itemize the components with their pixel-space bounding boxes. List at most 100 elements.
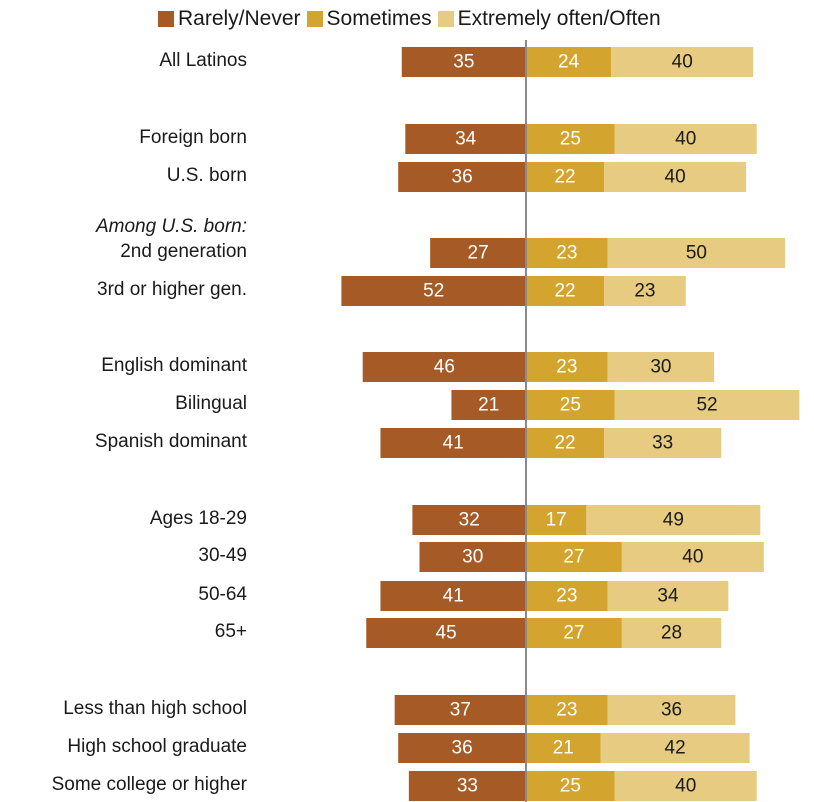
category-label-all-latinos: All Latinos [159, 50, 247, 71]
bar-sometimes-bilingual [526, 390, 615, 420]
bar-sometimes-less-than-high-school [526, 695, 608, 725]
bar-rarely-never-high-school-graduate [398, 733, 526, 763]
category-label-u-s-born: U.S. born [166, 165, 247, 186]
value-label-often-50-64: 34 [657, 586, 679, 607]
bar-rarely-never-all-latinos [401, 47, 526, 77]
category-label-2nd-generation: 2nd generation [120, 241, 247, 262]
category-label-65: 65+ [214, 621, 247, 642]
legend-item-sometimes: Sometimes [306, 7, 432, 31]
value-label-often-spanish-dominant: 33 [652, 433, 673, 454]
value-label-sometimes-high-school-graduate: 21 [553, 738, 574, 759]
bar-often-bilingual [614, 390, 800, 420]
value-label-often-30-49: 40 [682, 547, 703, 568]
value-label-rarely-never-all-latinos: 35 [453, 52, 474, 73]
bar-often-3rd-or-higher-gen [604, 276, 686, 306]
value-label-often-65: 28 [661, 623, 682, 644]
bar-sometimes-english-dominant [526, 352, 608, 382]
value-label-sometimes-2nd-generation: 23 [556, 243, 577, 264]
category-label-some-college-or-higher: Some college or higher [51, 774, 247, 795]
value-label-sometimes-bilingual: 25 [560, 395, 581, 416]
bar-rarely-never-65 [366, 618, 526, 648]
value-label-often-foreign-born: 40 [675, 129, 696, 150]
category-label-english-dominant: English dominant [101, 355, 247, 376]
bar-rarely-never-some-college-or-higher [408, 771, 526, 801]
value-label-often-bilingual: 52 [696, 395, 717, 416]
bar-sometimes-some-college-or-higher [526, 771, 615, 801]
category-label-spanish-dominant: Spanish dominant [94, 431, 247, 452]
value-label-rarely-never-less-than-high-school: 37 [450, 700, 471, 721]
bar-sometimes-foreign-born [526, 124, 615, 154]
bar-often-30-49 [621, 542, 764, 572]
bar-often-some-college-or-higher [614, 771, 757, 801]
category-label-bilingual: Bilingual [175, 393, 247, 414]
subheading-among-us-born: Among U.S. born: [95, 216, 247, 237]
value-label-sometimes-all-latinos: 24 [558, 52, 580, 73]
bar-sometimes-2nd-generation [526, 238, 608, 268]
bar-rarely-never-english-dominant [362, 352, 526, 382]
bar-rarely-never-3rd-or-higher-gen [341, 276, 526, 306]
bar-sometimes-ages-18-29 [526, 505, 587, 535]
bar-sometimes-30-49 [526, 542, 622, 572]
value-label-often-2nd-generation: 50 [686, 243, 707, 264]
value-label-rarely-never-50-64: 41 [443, 586, 464, 607]
value-label-rarely-never-2nd-generation: 27 [468, 243, 489, 264]
value-label-rarely-never-ages-18-29: 32 [459, 510, 480, 531]
bar-rarely-never-spanish-dominant [380, 428, 526, 458]
bar-often-50-64 [607, 581, 729, 611]
value-label-sometimes-30-49: 27 [563, 547, 584, 568]
value-label-rarely-never-3rd-or-higher-gen: 52 [423, 281, 444, 302]
value-label-often-english-dominant: 30 [650, 357, 671, 378]
bar-sometimes-65 [526, 618, 622, 648]
value-label-sometimes-foreign-born: 25 [560, 129, 581, 150]
value-label-sometimes-ages-18-29: 17 [546, 510, 567, 531]
value-label-sometimes-less-than-high-school: 23 [556, 700, 577, 721]
bar-often-foreign-born [614, 124, 757, 154]
value-label-sometimes-u-s-born: 22 [554, 167, 575, 188]
category-label-3rd-or-higher-gen: 3rd or higher gen. [97, 279, 247, 300]
legend-label-sometimes: Sometimes [326, 7, 432, 30]
value-label-often-ages-18-29: 49 [663, 510, 684, 531]
bar-sometimes-u-s-born [526, 162, 605, 192]
legend-swatch-often [437, 11, 454, 27]
category-label-high-school-graduate: High school graduate [67, 736, 247, 757]
value-label-sometimes-english-dominant: 23 [556, 357, 577, 378]
bar-often-ages-18-29 [586, 505, 761, 535]
value-label-often-less-than-high-school: 36 [661, 700, 682, 721]
bar-often-high-school-graduate [600, 733, 750, 763]
bar-often-spanish-dominant [604, 428, 722, 458]
legend-label-often: Extremely often/Often [457, 7, 661, 30]
bar-sometimes-50-64 [526, 581, 608, 611]
value-label-rarely-never-65: 45 [436, 623, 457, 644]
bar-rarely-never-less-than-high-school [394, 695, 526, 725]
value-label-often-some-college-or-higher: 40 [675, 776, 696, 797]
bar-sometimes-3rd-or-higher-gen [526, 276, 605, 306]
legend-item-rarely-never: Rarely/Never [158, 7, 301, 31]
bar-sometimes-all-latinos [526, 47, 612, 77]
category-label-less-than-high-school: Less than high school [63, 698, 247, 719]
value-label-rarely-never-30-49: 30 [462, 547, 483, 568]
chart-legend: Rarely/Never Sometimes Extremely often/O… [158, 6, 667, 32]
bar-often-english-dominant [607, 352, 715, 382]
bar-often-2nd-generation [607, 238, 786, 268]
value-label-often-u-s-born: 40 [665, 167, 686, 188]
value-label-sometimes-some-college-or-higher: 25 [560, 776, 581, 797]
value-label-sometimes-65: 27 [563, 623, 584, 644]
bar-rarely-never-u-s-born [398, 162, 526, 192]
value-label-sometimes-spanish-dominant: 22 [554, 433, 575, 454]
bar-rarely-never-ages-18-29 [412, 505, 526, 535]
category-label-ages-18-29: Ages 18-29 [149, 508, 247, 529]
category-label-foreign-born: Foreign born [139, 127, 247, 148]
bar-often-u-s-born [604, 162, 747, 192]
legend-swatch-sometimes [306, 11, 323, 27]
value-label-rarely-never-bilingual: 21 [478, 395, 499, 416]
category-label-30-49: 30-49 [198, 545, 247, 566]
bar-rarely-never-50-64 [380, 581, 526, 611]
category-label-50-64: 50-64 [198, 584, 247, 605]
bar-often-65 [621, 618, 722, 648]
bar-rarely-never-2nd-generation [430, 238, 526, 268]
bar-sometimes-high-school-graduate [526, 733, 601, 763]
value-label-sometimes-50-64: 23 [556, 586, 577, 607]
value-label-sometimes-3rd-or-higher-gen: 22 [554, 281, 575, 302]
bar-rarely-never-30-49 [419, 542, 526, 572]
legend-item-often: Extremely often/Often [437, 7, 661, 31]
